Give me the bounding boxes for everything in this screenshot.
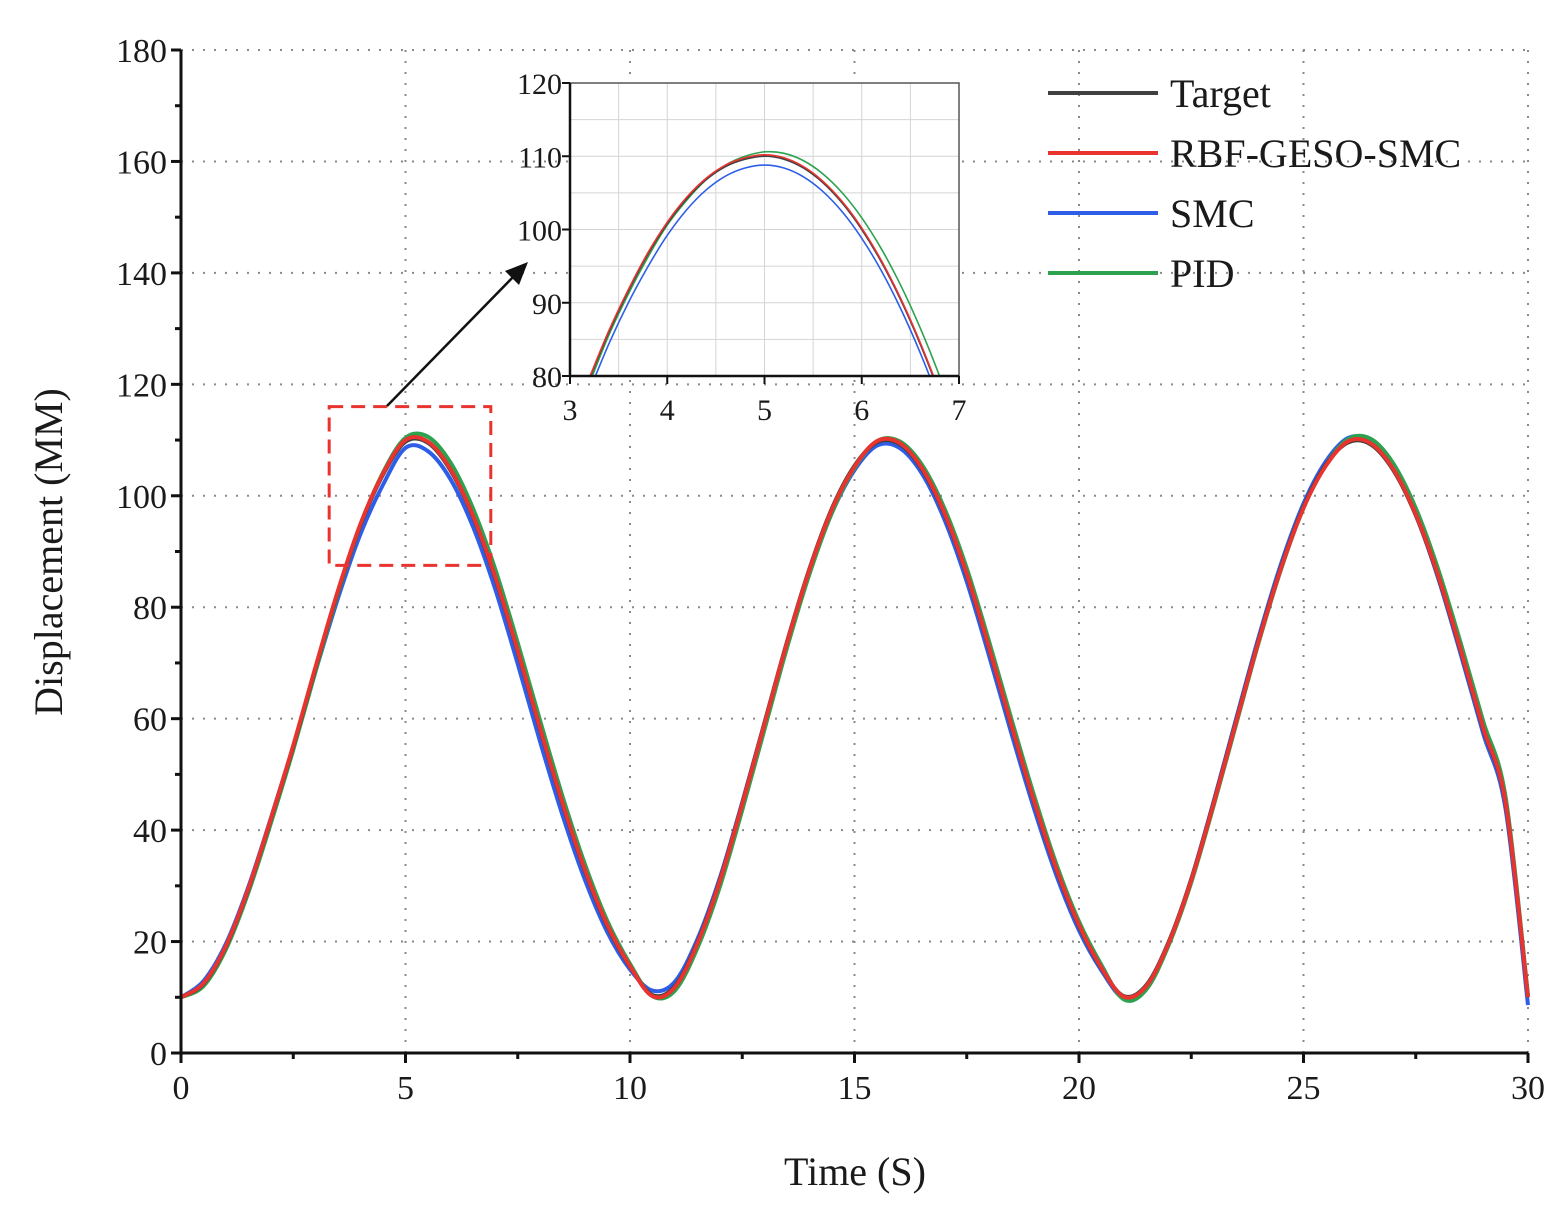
inset-x-tick-label-7: 7 [952,394,967,427]
legend-item-smc: SMC [1048,191,1255,236]
y-tick-label-160: 160 [116,144,167,181]
inset-y-tick-label-110: 110 [518,141,562,174]
zoom-arrow [386,273,517,407]
inset-x-tick-label-5: 5 [757,394,772,427]
inset-series-group [589,150,941,376]
zoom-arrow-head [505,262,528,285]
inset-series-line-rbf-geso-smc [589,153,935,376]
inset-y-tick-label-90: 90 [532,288,562,321]
legend-label-target: Target [1170,71,1271,116]
x-tick-label-30: 30 [1511,1070,1545,1107]
y-tick-label-80: 80 [133,590,167,627]
inset-grid [570,83,959,376]
x-tick-label-5: 5 [397,1070,414,1107]
x-tick-label-10: 10 [613,1070,647,1107]
inset-y-tick-label-120: 120 [517,68,562,101]
inset-zoom-chart: 3 4 5 6 7 80 90 100 110 120 [517,68,967,427]
zoom-highlight-box [327,405,493,567]
x-tick-label-25: 25 [1287,1070,1321,1107]
legend-item-pid: PID [1048,251,1234,296]
x-axis-title: Time (S) [784,1149,926,1194]
legend-label-smc: SMC [1170,191,1255,236]
legend-label-rbf-geso-smc: RBF-GESO-SMC [1170,131,1461,176]
x-tick-label-0: 0 [173,1070,190,1107]
y-tick-label-180: 180 [116,33,167,70]
series-line-pid [180,431,1530,1003]
legend-item-target: Target [1048,71,1271,116]
main-grid [181,49,1529,1053]
inset-x-tick-label-4: 4 [660,394,675,427]
y-tick-label-60: 60 [133,702,167,739]
main-series-group [179,431,1530,1006]
inset-x-tick-label-6: 6 [854,394,869,427]
y-tick-label-0: 0 [150,1036,167,1073]
y-tick-label-100: 100 [116,479,167,516]
legend-label-pid: PID [1170,251,1234,296]
inset-series-line-smc [594,164,931,376]
main-ticks: 0 5 10 15 20 25 30 0 20 40 60 80 100 120 140 160 180 [116,33,1545,1107]
inset-y-tick-label-100: 100 [517,215,562,248]
y-tick-label-20: 20 [133,925,167,962]
x-tick-label-20: 20 [1062,1070,1096,1107]
y-tick-label-140: 140 [116,256,167,293]
inset-series-line-pid [591,150,941,376]
series-line-rbf-geso-smc [179,434,1530,1000]
inset-y-tick-label-80: 80 [532,361,562,394]
y-tick-label-120: 120 [116,367,167,404]
y-tick-label-40: 40 [133,813,167,850]
x-tick-label-15: 15 [838,1070,872,1107]
legend-item-rbf-geso-smc: RBF-GESO-SMC [1048,131,1461,176]
y-axis-title: Displacement (MM) [26,388,71,716]
inset-x-tick-label-3: 3 [563,394,578,427]
inset-ticks: 3 4 5 6 7 80 90 100 110 120 [517,68,967,427]
legend: Target RBF-GESO-SMC SMC PID [1048,71,1461,296]
